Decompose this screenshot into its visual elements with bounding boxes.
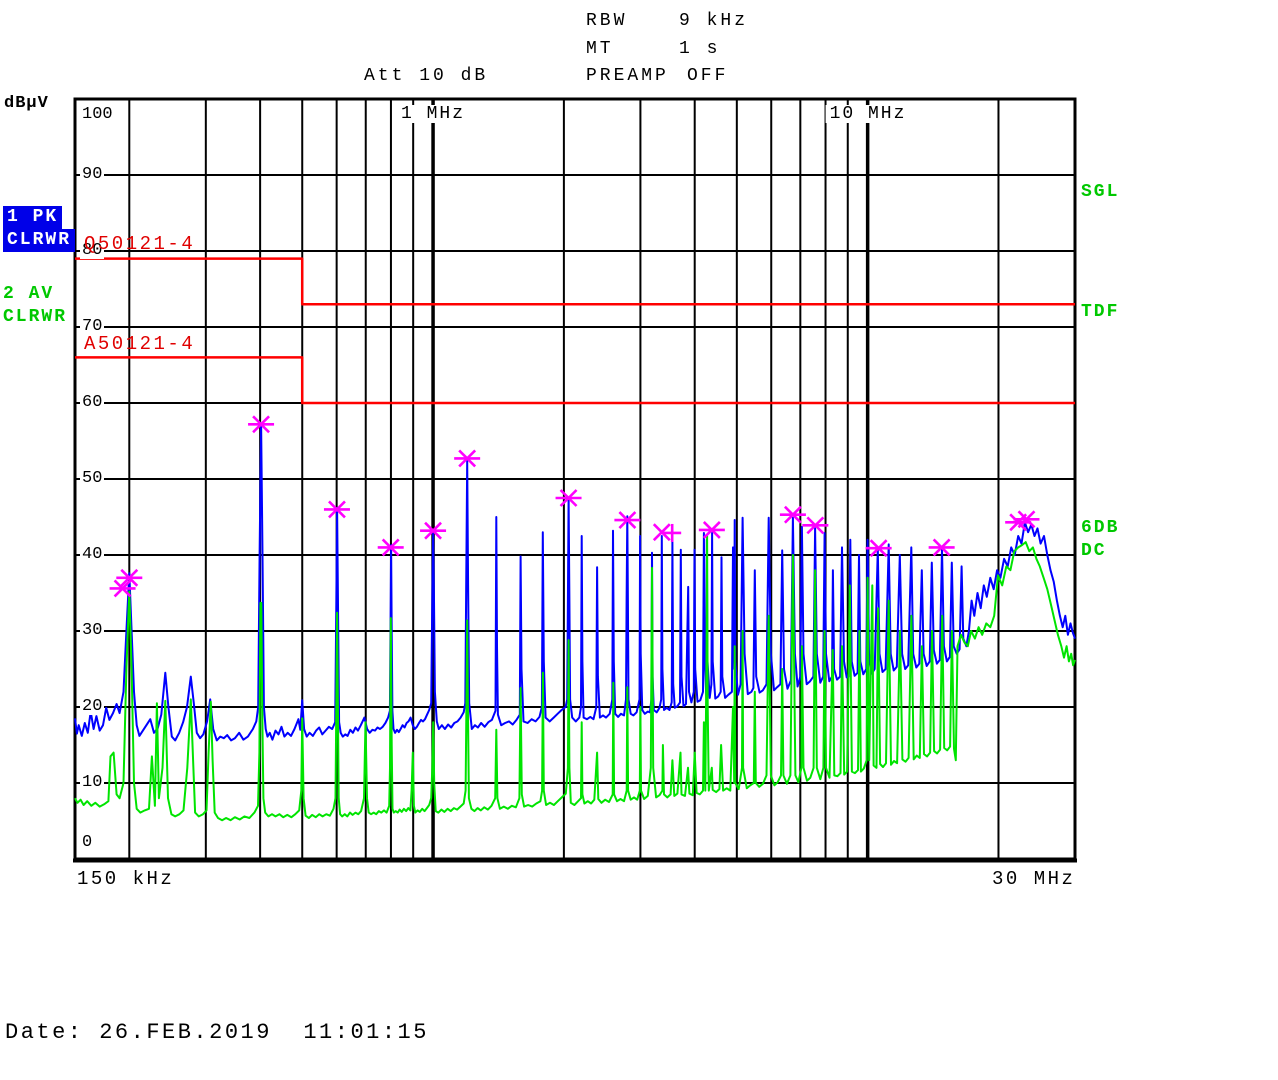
trace2-mode-label: CLRWR — [3, 307, 68, 327]
y-tick-label: 10 — [80, 773, 105, 792]
limit-label-average: A50121-4 — [84, 333, 196, 355]
y-tick-label: 70 — [80, 317, 105, 336]
preamp-label: PREAMP — [586, 66, 669, 86]
trace1-detector-label: 1 PK — [3, 206, 63, 229]
status-tdf: TDF — [1081, 302, 1120, 322]
limit-label-quasipeak: Q50121-4 — [84, 233, 196, 255]
status-sgl: SGL — [1081, 182, 1120, 202]
y-tick-label: 40 — [80, 545, 105, 564]
y-tick-label: 90 — [80, 165, 105, 184]
y-tick-label: 20 — [80, 697, 105, 716]
mt-value: 1 s — [679, 39, 721, 59]
x-start-label: 150 kHz — [77, 868, 175, 890]
trace2-detector-label: 2 AV — [3, 284, 55, 304]
y-tick-label: 50 — [80, 469, 105, 488]
y-tick-label: 30 — [80, 621, 105, 640]
x-decade-label: 1 MHz — [396, 105, 470, 123]
mt-label: MT — [586, 39, 614, 59]
rbw-label: RBW — [586, 11, 628, 31]
y-tick-label: 60 — [80, 393, 105, 412]
trace1-mode-label: CLRWR — [3, 229, 76, 252]
y-unit-label: dBµV — [4, 94, 49, 113]
att-readout: Att 10 dB — [364, 66, 489, 86]
preamp-value: OFF — [687, 66, 729, 86]
y-tick-label: 100 — [80, 105, 115, 124]
status-6db: 6DB — [1081, 518, 1120, 538]
x-stop-label: 30 MHz — [992, 868, 1076, 890]
status-dc: DC — [1081, 541, 1107, 561]
y-tick-label: 80 — [80, 241, 105, 260]
y-tick-label: 0 — [80, 833, 95, 852]
date-readout: Date: 26.FEB.2019 11:01:15 — [5, 1020, 429, 1045]
x-decade-label: 10 MHz — [825, 105, 911, 123]
rbw-value: 9 kHz — [679, 11, 749, 31]
